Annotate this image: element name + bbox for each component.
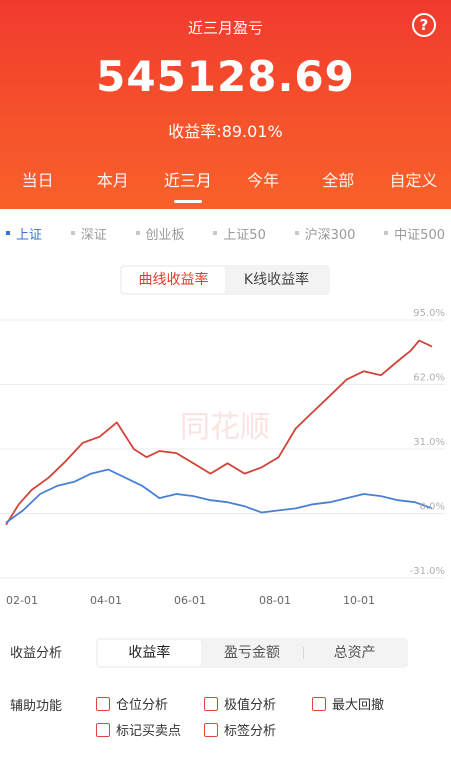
index-sse50[interactable]: 上证50: [213, 222, 266, 244]
x-axis-ticks: 02-01 04-01 06-01 08-01 10-01: [6, 594, 375, 607]
y-tick-label: 0.0%: [420, 502, 445, 513]
index-sse[interactable]: 上证: [6, 222, 42, 244]
index-dot: [294, 231, 299, 235]
auxiliary-functions: 辅助功能 仓位分析 极值分析 最大回撤 标记买卖点 标签分析: [0, 690, 451, 750]
x-tick-label: 10-01: [343, 594, 375, 607]
tab-today[interactable]: 当日: [21, 171, 54, 190]
rate-label: 收益率:: [168, 122, 222, 141]
aux-label: 辅助功能: [10, 699, 63, 714]
checkbox-label: 极值分析: [224, 698, 277, 713]
checkbox-extreme-analysis[interactable]: 极值分析: [204, 694, 276, 713]
index-label: 上证50: [223, 227, 266, 243]
analysis-tabs: 收益率 盈亏金额 总资产: [96, 638, 408, 668]
header: 近三月盈亏 ? 545128.69 收益率:89.01% 当日 本月 近三月 今…: [0, 0, 451, 209]
tab-custom[interactable]: 自定义: [389, 171, 438, 190]
x-tick-label: 08-01: [259, 594, 291, 607]
tab-this-year[interactable]: 今年: [247, 171, 280, 190]
y-tick-label: 31.0%: [413, 437, 445, 448]
checkbox-label: 仓位分析: [116, 698, 169, 713]
tab-last-three-months[interactable]: 近三月: [150, 166, 225, 209]
index-label: 中证500: [394, 227, 445, 243]
index-label: 创业板: [145, 227, 185, 243]
checkbox-icon: [204, 722, 218, 737]
checkbox-icon: [96, 722, 110, 737]
checkbox-tag-analysis[interactable]: 标签分析: [204, 720, 276, 739]
checkbox-icon: [96, 696, 110, 711]
profit-rate: 收益率:89.01%: [0, 118, 451, 142]
tab-return-rate[interactable]: 收益率: [98, 640, 201, 666]
question-circle-icon[interactable]: ?: [412, 13, 436, 37]
checkbox-icon: [204, 696, 218, 711]
y-tick-label: -31.0%: [410, 566, 445, 577]
tab-this-month[interactable]: 本月: [96, 171, 129, 190]
toggle-curve-return[interactable]: 曲线收益率: [122, 267, 225, 293]
x-tick-label: 04-01: [90, 594, 122, 607]
index-selector: 上证 深证 创业板 上证50 沪深300 中证500: [0, 222, 451, 244]
return-chart: 同花顺 95.0% 62.0% 31.0% 0.0% -31.0% 02-01 04-01…: [0, 308, 445, 607]
portfolio-return-line: [5, 339, 433, 526]
index-dot: [70, 231, 75, 235]
watermark: 同花顺: [180, 410, 270, 445]
index-csi500[interactable]: 中证500: [384, 222, 445, 244]
index-label: 沪深300: [304, 227, 356, 243]
x-tick-label: 06-01: [174, 594, 206, 607]
checkbox-position-analysis[interactable]: 仓位分析: [96, 694, 168, 713]
checkbox-icon: [312, 696, 326, 711]
index-label: 上证: [16, 227, 43, 243]
checkbox-mark-trades[interactable]: 标记买卖点: [96, 720, 181, 739]
chart-grid: [0, 319, 445, 579]
period-tabs: 当日 本月 近三月 今年 全部 自定义: [0, 166, 451, 209]
profit-amount: 545128.69: [96, 52, 355, 101]
y-tick-label: 95.0%: [413, 308, 445, 319]
checkbox-label: 标签分析: [224, 724, 277, 739]
index-chinext[interactable]: 创业板: [135, 222, 185, 244]
index-dot: [384, 231, 389, 235]
index-dot: [135, 231, 140, 235]
chart-type-toggle: 曲线收益率 K线收益率: [120, 265, 330, 295]
tab-profit-amount[interactable]: 盈亏金额: [224, 645, 280, 661]
checkbox-max-drawdown[interactable]: 最大回撤: [312, 694, 384, 713]
index-return-line: [5, 468, 433, 524]
index-dot: [6, 231, 10, 235]
chart-series: [5, 339, 433, 526]
index-dot: [213, 231, 218, 235]
index-szse[interactable]: 深证: [70, 222, 107, 244]
y-axis-ticks: 95.0% 62.0% 31.0% 0.0% -31.0%: [410, 308, 445, 577]
return-analysis: 收益分析 收益率 盈亏金额 总资产: [0, 636, 451, 672]
page-title: 近三月盈亏: [187, 19, 263, 37]
tab-total-assets[interactable]: 总资产: [303, 640, 406, 666]
toggle-kline-return[interactable]: K线收益率: [243, 272, 310, 288]
x-tick-label: 02-01: [6, 594, 38, 607]
rate-value: 89.01%: [221, 122, 283, 141]
analysis-label: 收益分析: [10, 646, 63, 661]
checkbox-label: 标记买卖点: [116, 724, 182, 739]
index-csi300[interactable]: 沪深300: [294, 222, 356, 244]
index-label: 深证: [80, 227, 107, 243]
checkbox-label: 最大回撤: [332, 698, 385, 713]
tab-all[interactable]: 全部: [322, 171, 355, 190]
y-tick-label: 62.0%: [413, 373, 445, 384]
